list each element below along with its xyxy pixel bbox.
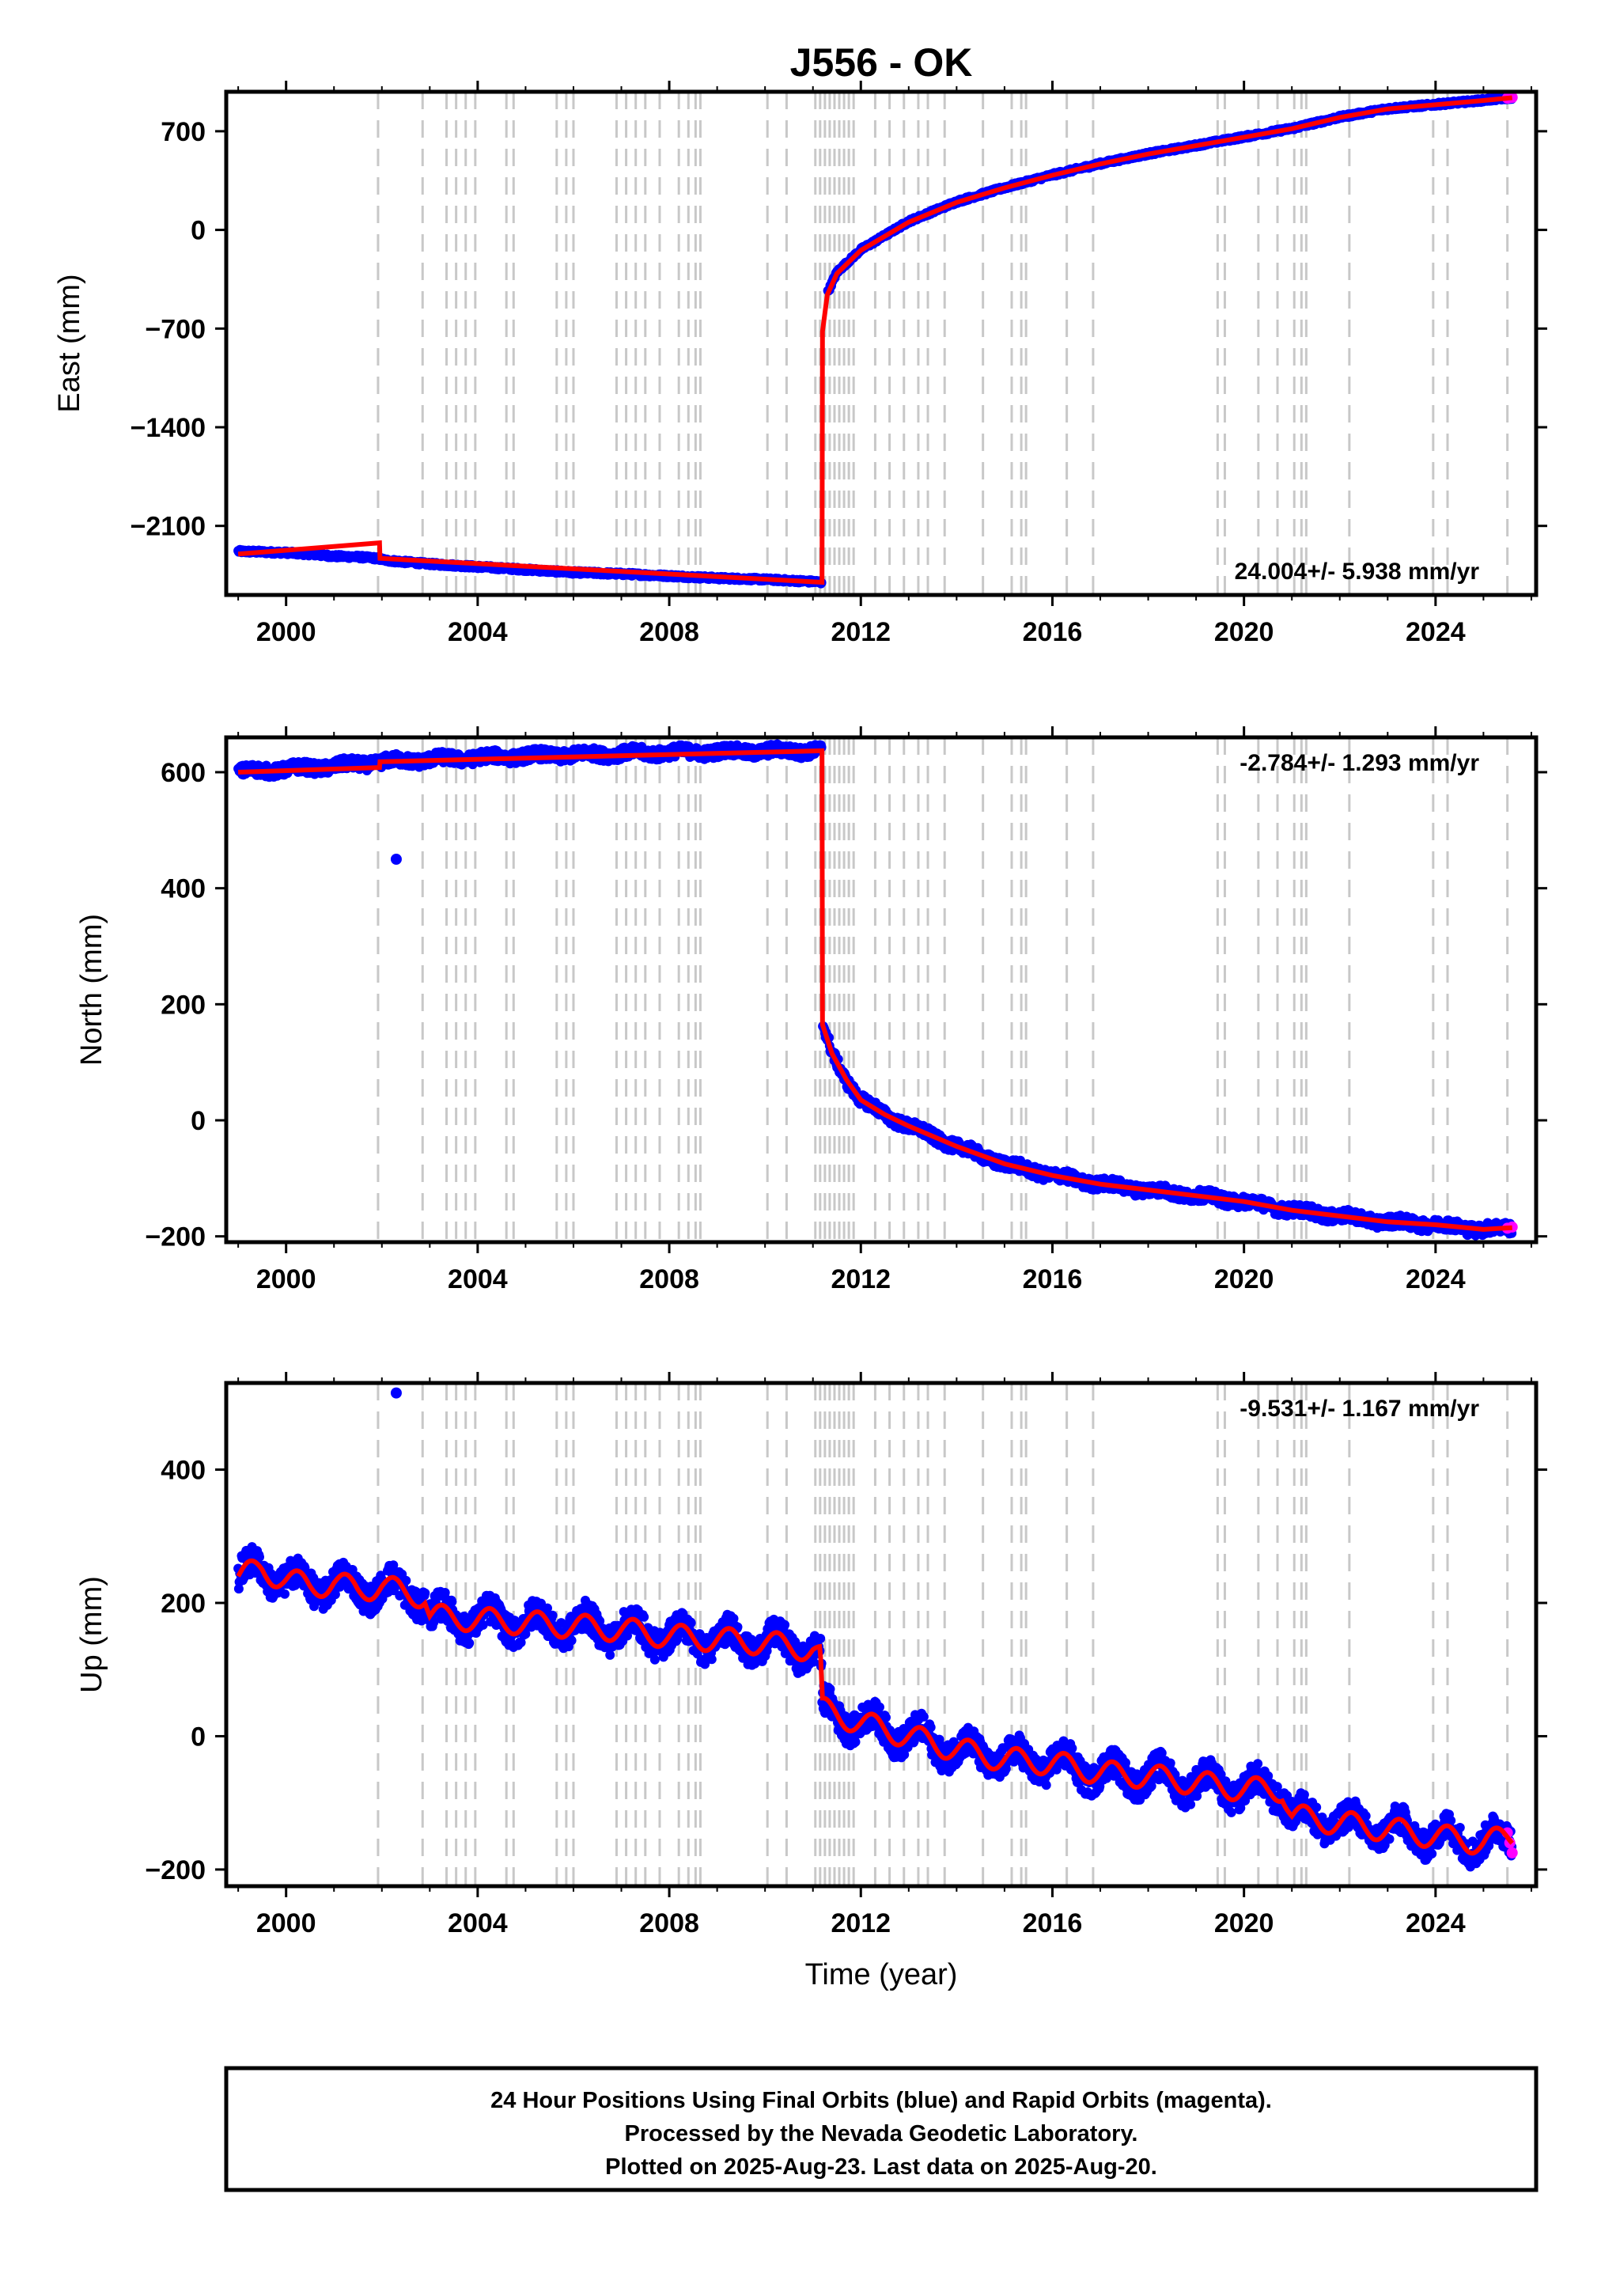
rate-label: -2.784+/- 1.293 mm/yr bbox=[1240, 750, 1479, 776]
final-orbit-point bbox=[233, 1584, 244, 1594]
event-lines bbox=[377, 92, 1509, 595]
x-tick-label: 2020 bbox=[1214, 1264, 1274, 1294]
x-tick-label: 2000 bbox=[256, 1264, 316, 1294]
panel-up: 2000 2004 2008 2012 2016 2020 20244002000−200U… bbox=[75, 1372, 1547, 1938]
y-tick-label: 200 bbox=[161, 990, 206, 1020]
y-tick-label: −200 bbox=[145, 1222, 206, 1252]
panel-east: 2000 2004 2008 2012 2016 2020 2024 700 0 −700 −140… bbox=[53, 81, 1547, 647]
x-tick-label: 2012 bbox=[831, 617, 891, 647]
x-tick-label: 2008 bbox=[639, 1264, 699, 1294]
x-tick-label: 2024 bbox=[1406, 1264, 1466, 1294]
final-orbit-point bbox=[280, 1589, 290, 1599]
final-orbit-point bbox=[330, 1589, 340, 1600]
final-orbit-point bbox=[255, 1552, 264, 1562]
y-axis-label: East (mm) bbox=[53, 274, 86, 412]
x-tick-label: 2016 bbox=[1023, 1264, 1083, 1294]
figure-title: J556 - OK bbox=[790, 40, 973, 85]
outlier-point bbox=[390, 854, 402, 865]
y-tick-label: −700 bbox=[145, 314, 206, 344]
event-lines bbox=[377, 737, 1509, 1242]
y-tick-label: 0 bbox=[191, 216, 206, 246]
panel-north: 2000 2004 2008 2012 2016 2020 20246004002000−2… bbox=[75, 726, 1547, 1294]
x-tick-label: 2004 bbox=[448, 1264, 508, 1294]
rate-label: 24.004+/- 5.938 mm/yr bbox=[1235, 559, 1480, 585]
x-tick-label: 2012 bbox=[831, 1264, 891, 1294]
y-tick-label: −1400 bbox=[131, 413, 206, 443]
x-tick-label: 2016 bbox=[1023, 617, 1083, 647]
y-tick-label: 0 bbox=[191, 1106, 206, 1136]
panels: 2000 2004 2008 2012 2016 2020 20247000−700−140… bbox=[53, 81, 1547, 1938]
x-tick-label: 2024 bbox=[1406, 617, 1466, 647]
x-tick-label: 2004 bbox=[448, 617, 508, 647]
model-line bbox=[238, 748, 1512, 1232]
y-tick-label: 400 bbox=[161, 874, 206, 904]
x-tick-label: 2020 bbox=[1214, 617, 1274, 647]
y-tick-label: 700 bbox=[161, 117, 206, 147]
x-tick-label: 2008 bbox=[639, 617, 699, 647]
model-line bbox=[237, 95, 1512, 585]
plot-frame bbox=[224, 89, 1539, 597]
plot-frame bbox=[224, 735, 1539, 1245]
y-tick-label: −2100 bbox=[131, 512, 206, 542]
y-tick-label: 600 bbox=[161, 758, 206, 788]
y-axis-label: North (mm) bbox=[75, 914, 108, 1066]
x-tick-label: 2000 bbox=[256, 617, 316, 647]
